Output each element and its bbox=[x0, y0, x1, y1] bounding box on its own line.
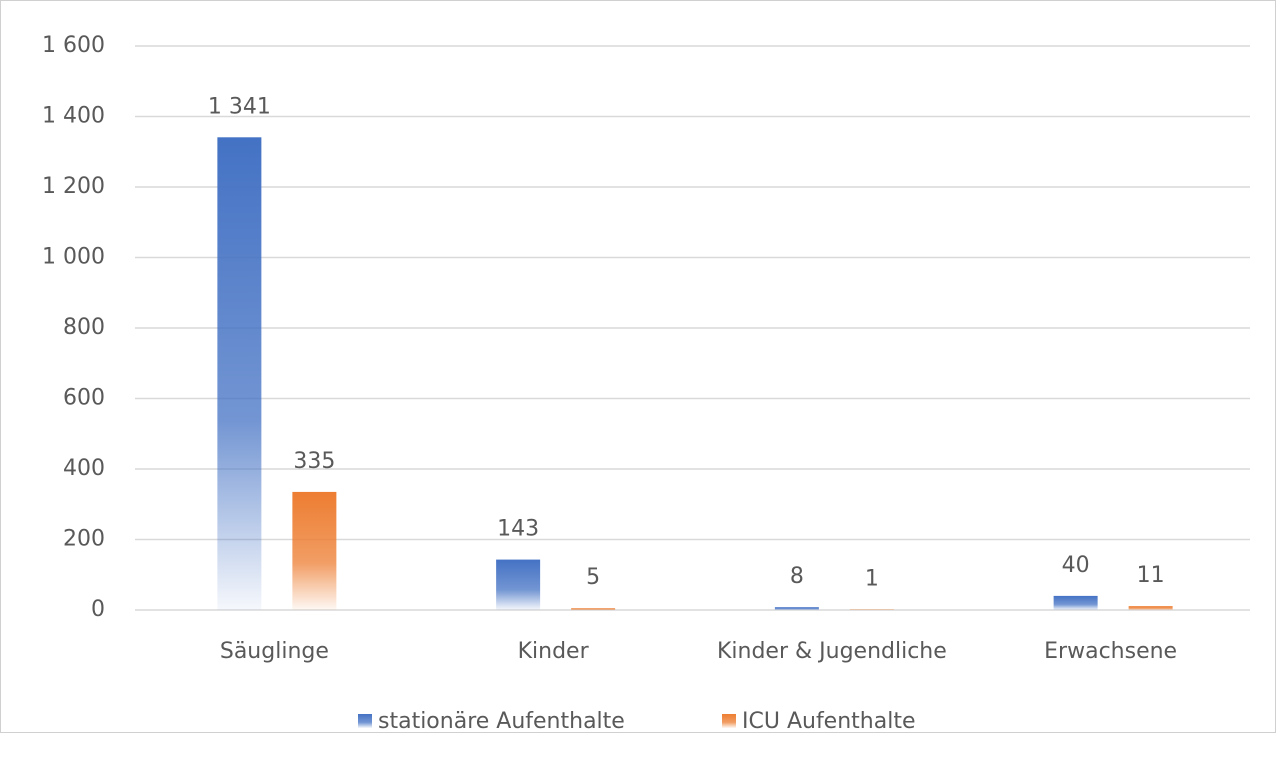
y-tick-label: 1 400 bbox=[42, 104, 105, 129]
data-label: 5 bbox=[586, 565, 600, 590]
y-tick-label: 1 000 bbox=[42, 245, 105, 270]
x-tick-label: Kinder & Jugendliche bbox=[717, 639, 947, 664]
bar bbox=[496, 559, 541, 610]
bar bbox=[1053, 595, 1098, 610]
bar bbox=[292, 491, 337, 610]
chart-frame bbox=[0, 0, 1276, 733]
x-tick-label: Erwachsene bbox=[1044, 639, 1177, 664]
bar bbox=[774, 607, 819, 610]
y-tick-label: 1 600 bbox=[42, 33, 105, 58]
y-tick-label: 400 bbox=[63, 456, 105, 481]
bar bbox=[1128, 606, 1173, 610]
legend-label: ICU Aufenthalte bbox=[742, 709, 916, 734]
data-label: 1 341 bbox=[208, 94, 271, 119]
legend-swatch bbox=[722, 714, 736, 728]
data-label: 143 bbox=[497, 517, 539, 542]
x-tick-label: Kinder bbox=[518, 639, 590, 664]
legend-label: stationäre Aufenthalte bbox=[378, 709, 625, 734]
data-label: 335 bbox=[293, 449, 335, 474]
data-label: 1 bbox=[865, 567, 879, 592]
bar bbox=[217, 137, 262, 611]
y-tick-label: 1 200 bbox=[42, 174, 105, 199]
data-label: 40 bbox=[1062, 553, 1090, 578]
y-tick-label: 200 bbox=[63, 527, 105, 552]
y-tick-label: 800 bbox=[63, 315, 105, 340]
legend-swatch bbox=[358, 714, 372, 728]
data-label: 11 bbox=[1137, 563, 1165, 588]
data-label: 8 bbox=[790, 564, 804, 589]
bar bbox=[571, 608, 616, 610]
y-tick-label: 600 bbox=[63, 386, 105, 411]
x-tick-label: Säuglinge bbox=[220, 639, 329, 664]
y-tick-label: 0 bbox=[91, 597, 105, 622]
